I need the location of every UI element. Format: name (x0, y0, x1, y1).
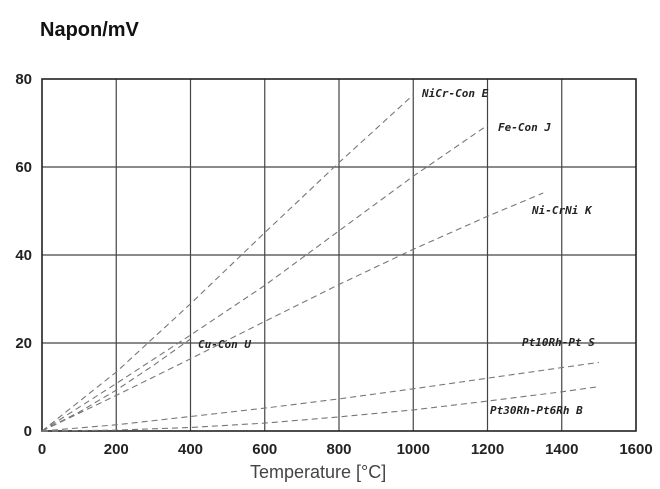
x-tick-label: 200 (104, 441, 129, 458)
series-labels: NiCr-Con E Fe-Con J Ni-CrNi K Cu-Con U Pt10R… (198, 87, 595, 417)
series-label: Pt30Rh-Pt6Rh B (490, 404, 583, 417)
y-tick-label: 20 (15, 335, 32, 352)
y-tick-label: 80 (15, 71, 32, 88)
series-line-4 (41, 361, 599, 432)
series-label: NiCr-Con E (421, 87, 489, 100)
series-line-0 (41, 94, 414, 432)
x-tick-label: 1400 (545, 441, 578, 458)
series-label: Fe-Con J (498, 121, 551, 134)
series-label: Pt10Rh-Pt S (522, 336, 595, 349)
y-tick-label: 40 (15, 247, 32, 264)
series-lines (41, 94, 599, 432)
x-tick-label: 600 (252, 441, 277, 458)
series-line-3 (41, 338, 191, 432)
plot-frame (41, 78, 637, 432)
series-label: Cu-Con U (198, 338, 251, 351)
x-tick-label: 800 (326, 441, 351, 458)
x-tick-label: 1200 (471, 441, 504, 458)
chart-title: Napon/mV (40, 19, 140, 41)
x-tick-label: 1000 (397, 441, 430, 458)
y-tick-label: 0 (24, 423, 32, 440)
grid-lines (41, 78, 637, 432)
x-tick-label: 400 (178, 441, 203, 458)
y-tick-label: 60 (15, 159, 32, 176)
x-tick-label: 0 (38, 441, 46, 458)
tick-labels: 0 200 400 600 800 1000 1200 1400 1600 0 20 40 60 80 (15, 71, 652, 458)
x-tick-label: 1600 (619, 441, 652, 458)
x-axis-label: Temperature [°C] (250, 462, 386, 482)
series-line-1 (41, 124, 488, 432)
series-label: Ni-CrNi K (531, 204, 593, 217)
series-line-2 (41, 192, 544, 432)
